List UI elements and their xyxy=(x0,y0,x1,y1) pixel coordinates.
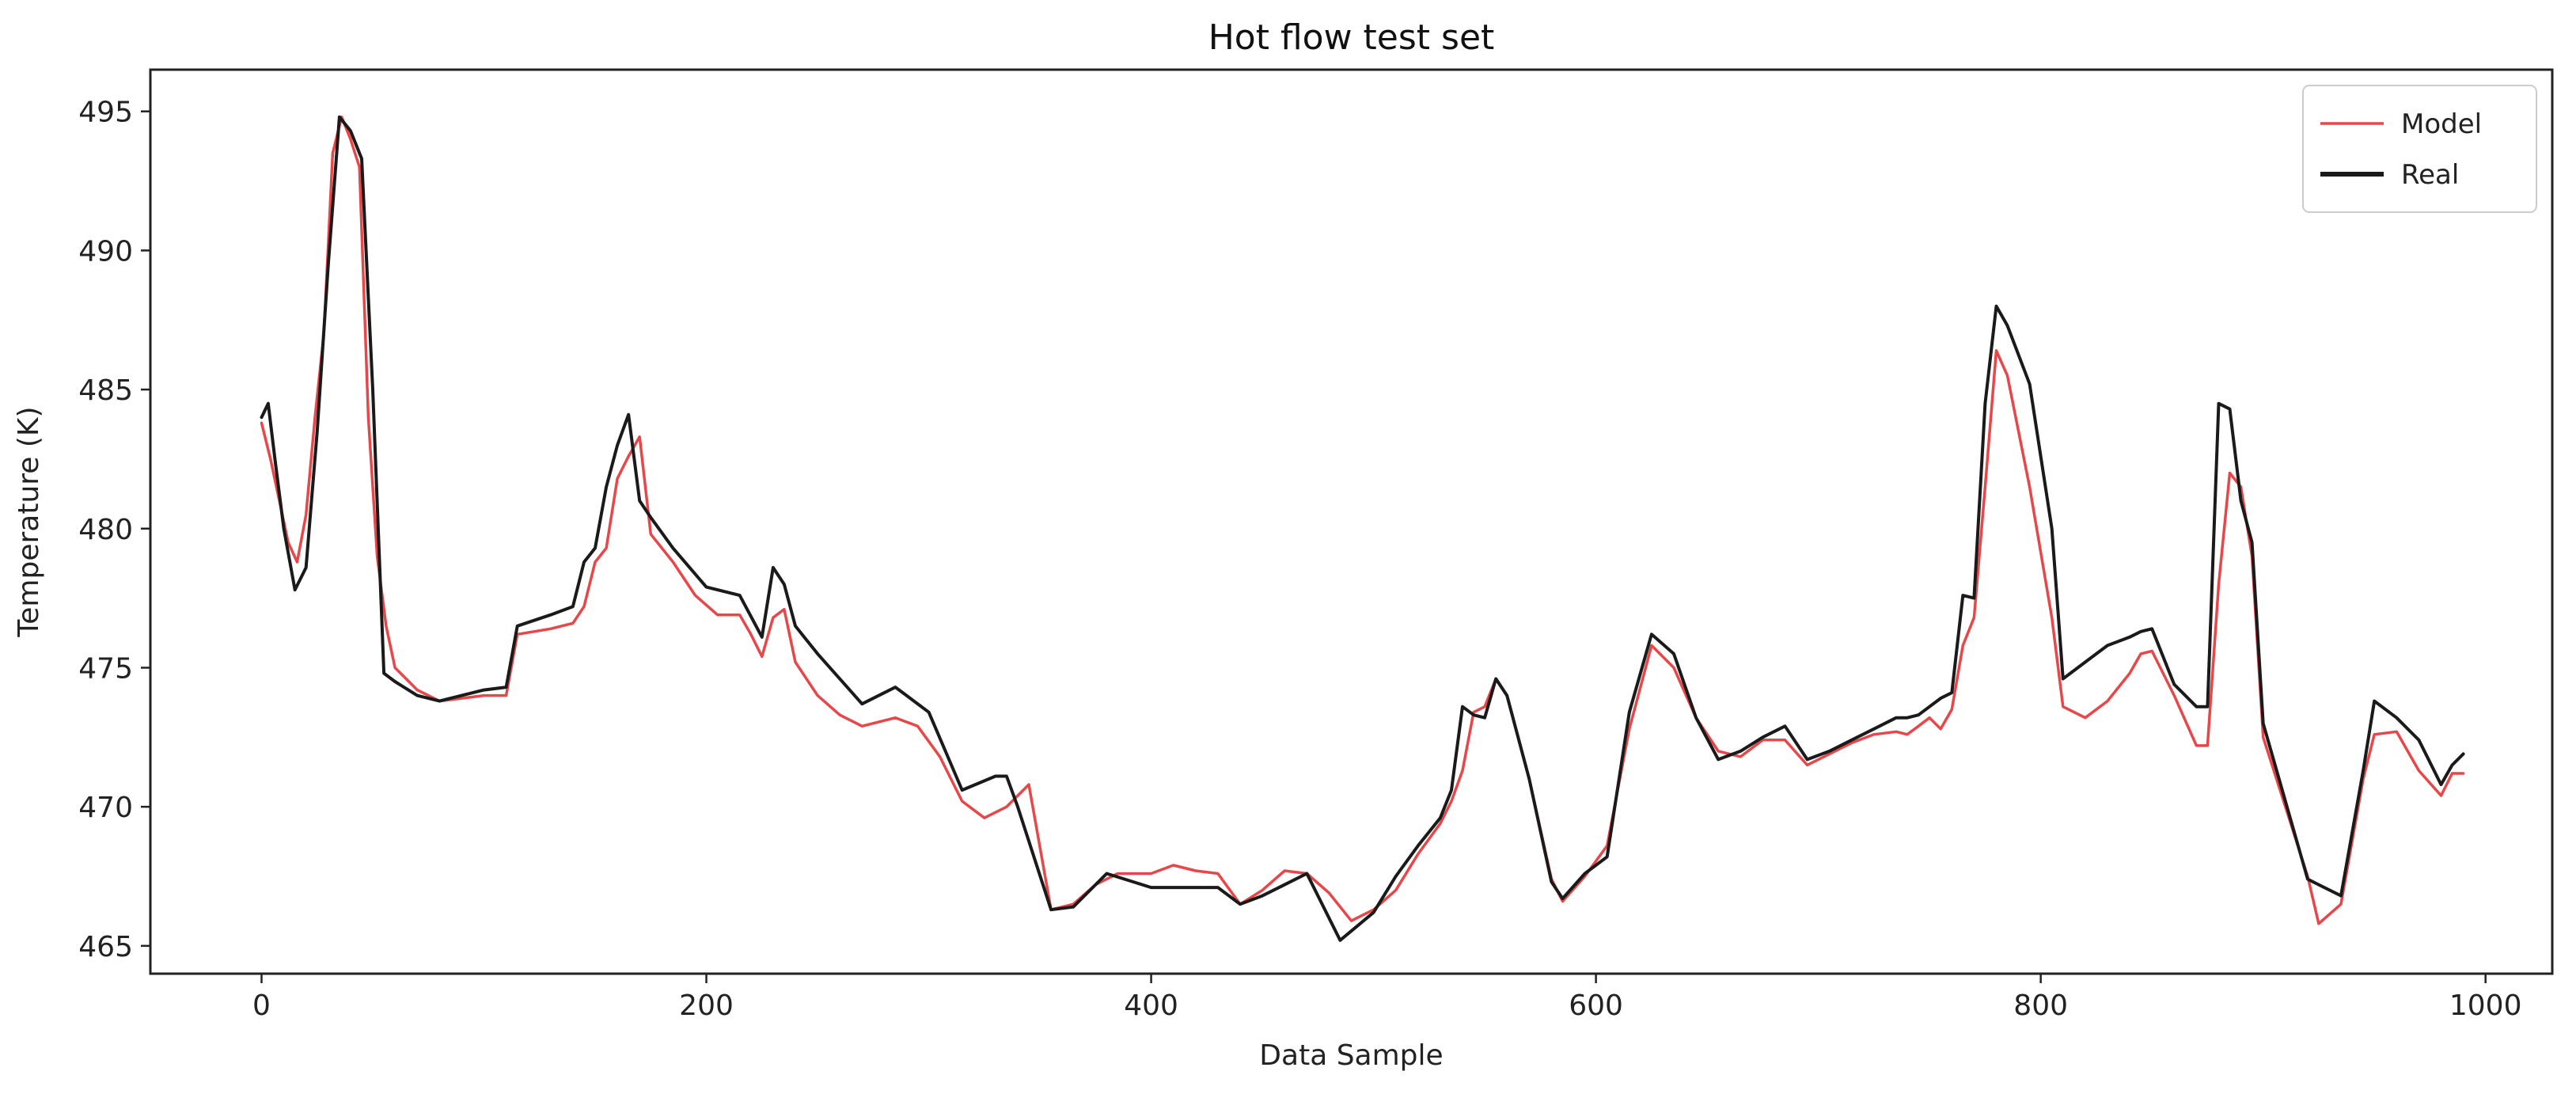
y-axis-label: Temperature (K) xyxy=(13,406,45,637)
legend-label-real: Real xyxy=(2401,159,2459,191)
y-tick-label: 490 xyxy=(78,235,133,268)
x-tick-label: 1000 xyxy=(2449,990,2522,1022)
x-tick-label: 400 xyxy=(1124,990,1178,1022)
axis-ticks: 0 200 400 600 800 1000 465 470 475 480 485 490 495 xyxy=(78,97,2521,1022)
x-tick-label: 0 xyxy=(252,990,271,1022)
y-tick-label: 470 xyxy=(78,792,133,824)
legend-box xyxy=(2302,85,2537,213)
legend: Model Real xyxy=(2302,85,2537,213)
y-tick-label: 495 xyxy=(78,97,133,129)
y-tick-label: 465 xyxy=(78,931,133,963)
series-line-real xyxy=(260,115,2465,942)
series-line-model xyxy=(260,115,2465,925)
x-tick-label: 200 xyxy=(679,990,734,1022)
series-lines xyxy=(260,115,2465,942)
legend-label-model: Model xyxy=(2401,108,2482,140)
y-tick-label: 480 xyxy=(78,514,133,546)
x-tick-label: 600 xyxy=(1569,990,1623,1022)
chart-title: Hot flow test set xyxy=(1208,17,1495,58)
x-axis-label: Data Sample xyxy=(1259,1039,1443,1072)
plot-area-frame xyxy=(149,68,2554,975)
y-tick-label: 485 xyxy=(78,374,133,407)
x-tick-label: 800 xyxy=(2013,990,2068,1022)
y-tick-label: 475 xyxy=(78,652,133,685)
